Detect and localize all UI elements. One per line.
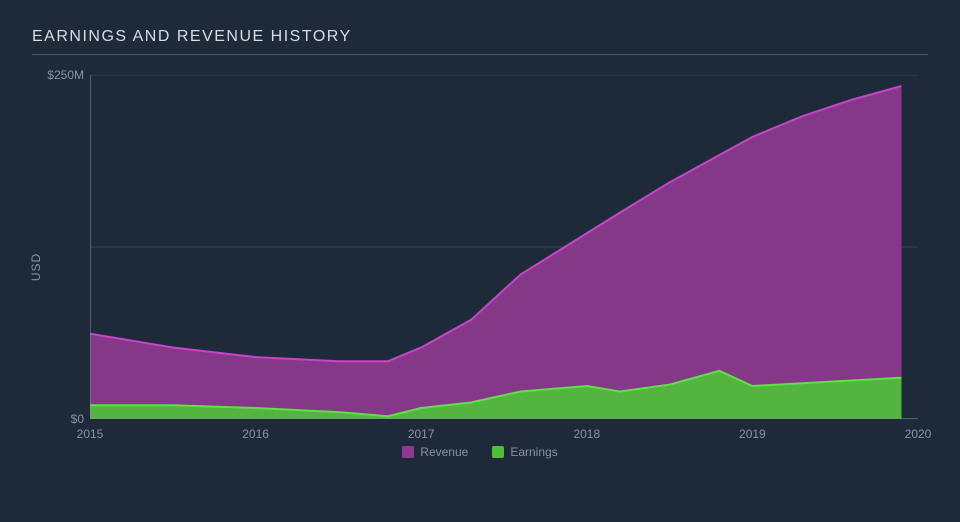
y-tick-label: $0 <box>71 412 84 426</box>
legend-item-earnings: Earnings <box>492 445 557 459</box>
legend-label-revenue: Revenue <box>420 445 468 459</box>
legend-swatch-earnings <box>492 446 504 458</box>
x-tick-label: 2015 <box>77 427 104 441</box>
legend-item-revenue: Revenue <box>402 445 468 459</box>
chart-wrap: USD $0$250M201520162017201820192020 Reve… <box>32 67 928 467</box>
area-chart-svg <box>90 75 918 419</box>
plot-area: $0$250M201520162017201820192020 <box>90 75 918 419</box>
chart-title: EARNINGS AND REVENUE HISTORY <box>32 28 928 55</box>
legend-label-earnings: Earnings <box>510 445 557 459</box>
legend: Revenue Earnings <box>32 445 928 459</box>
x-tick-label: 2016 <box>242 427 269 441</box>
x-tick-label: 2020 <box>905 427 932 441</box>
legend-swatch-revenue <box>402 446 414 458</box>
x-tick-label: 2018 <box>573 427 600 441</box>
x-tick-label: 2019 <box>739 427 766 441</box>
chart-container: EARNINGS AND REVENUE HISTORY USD $0$250M… <box>0 0 960 522</box>
y-tick-label: $250M <box>47 68 84 82</box>
y-axis-label: USD <box>29 253 43 281</box>
x-tick-label: 2017 <box>408 427 435 441</box>
